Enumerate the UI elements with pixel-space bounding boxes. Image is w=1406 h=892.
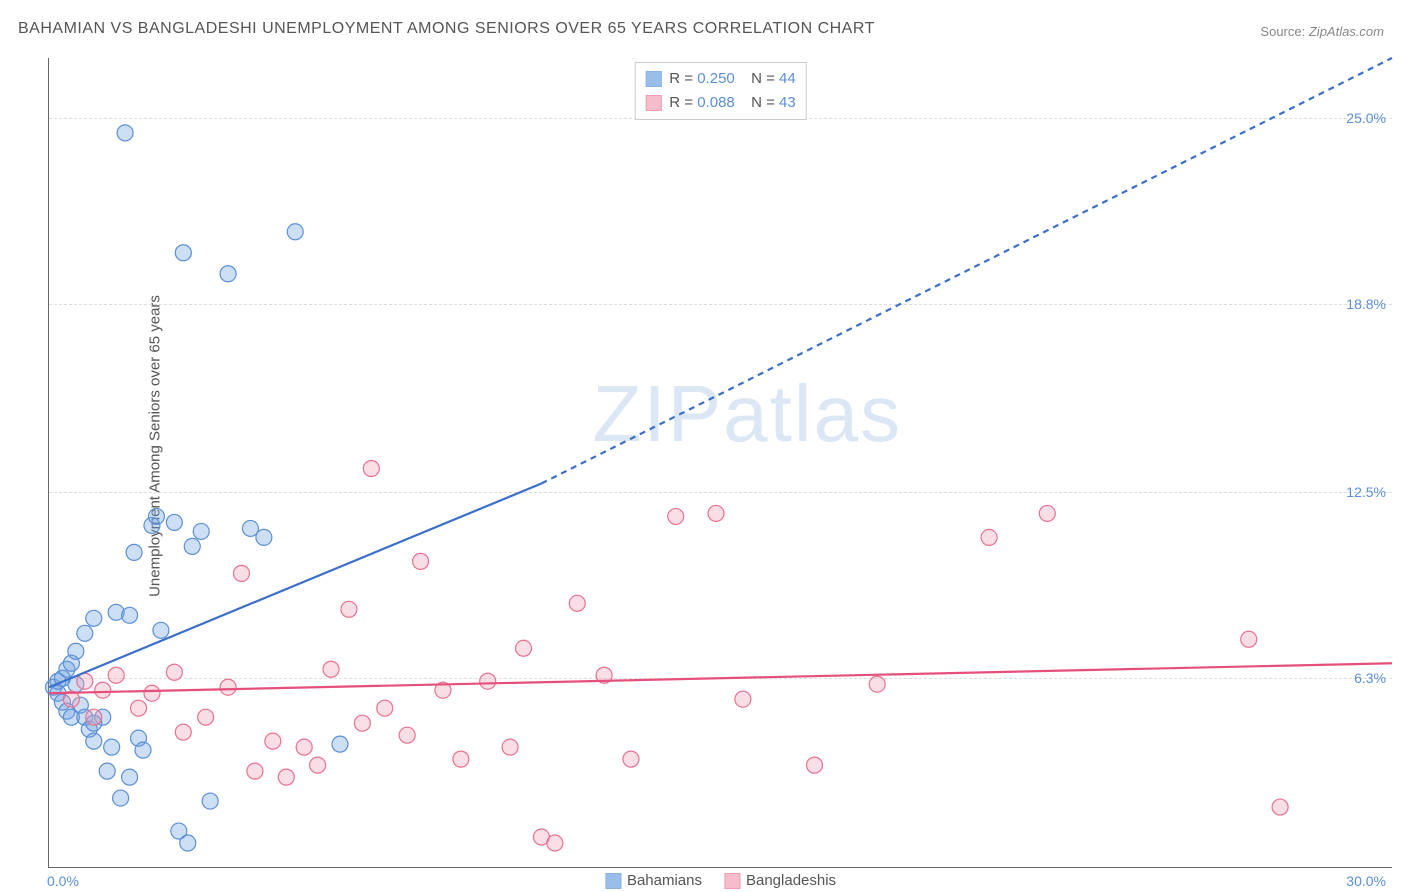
r-label-0: R = 0.250	[669, 67, 734, 91]
source-value: ZipAtlas.com	[1309, 24, 1384, 39]
x-origin-label: 0.0%	[47, 873, 79, 889]
stats-row-bangladeshis: R = 0.088 N = 43	[645, 91, 795, 115]
swatch-bangladeshis	[645, 95, 661, 111]
legend-item-bahamians: Bahamians	[605, 872, 702, 889]
source-label: Source:	[1260, 24, 1305, 39]
chart-title: BAHAMIAN VS BANGLADESHI UNEMPLOYMENT AMO…	[18, 20, 875, 38]
chart-plot-area: ZIPatlas R = 0.250 N = 44 R = 0.088 N = …	[48, 58, 1392, 868]
legend-swatch-bangladeshis	[724, 873, 740, 889]
n-label-0: N = 44	[743, 67, 796, 91]
series-legend: Bahamians Bangladeshis	[605, 872, 836, 889]
legend-label-bangladeshis: Bangladeshis	[746, 872, 836, 889]
x-end-label: 30.0%	[1346, 873, 1386, 889]
n-label-1: N = 43	[743, 91, 796, 115]
legend-label-bahamians: Bahamians	[627, 872, 702, 889]
r-label-1: R = 0.088	[669, 91, 734, 115]
stats-legend: R = 0.250 N = 44 R = 0.088 N = 43	[634, 62, 806, 120]
source-attribution: Source: ZipAtlas.com	[1260, 24, 1384, 39]
legend-swatch-bahamians	[605, 873, 621, 889]
legend-item-bangladeshis: Bangladeshis	[724, 872, 836, 889]
scatter-svg	[49, 58, 1392, 867]
swatch-bahamians	[645, 71, 661, 87]
stats-row-bahamians: R = 0.250 N = 44	[645, 67, 795, 91]
